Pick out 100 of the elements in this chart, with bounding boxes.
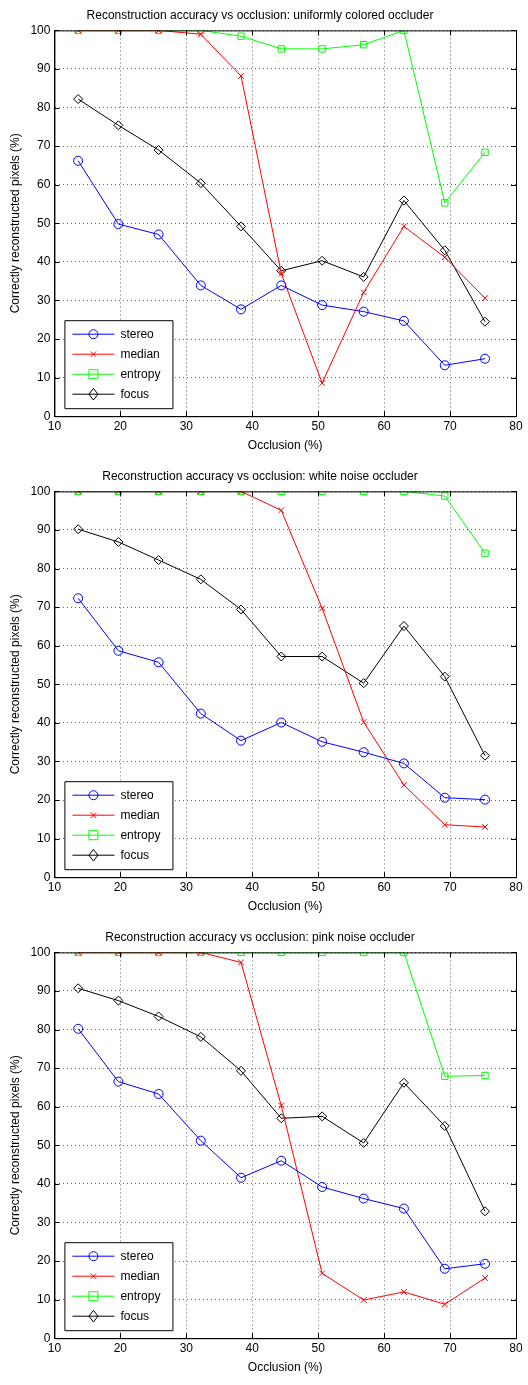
point xyxy=(73,983,84,994)
point xyxy=(236,735,247,746)
y-tick-label: 90 xyxy=(37,522,51,537)
point xyxy=(360,1296,368,1304)
point xyxy=(277,506,285,514)
point xyxy=(398,195,409,206)
point xyxy=(358,271,369,282)
y-tick-label: 10 xyxy=(37,830,51,845)
legend-label: focus xyxy=(120,847,150,862)
point xyxy=(439,1263,450,1274)
y-axis-title: Correctly reconstructed pixels (%) xyxy=(7,1055,22,1236)
x-tick-label: 60 xyxy=(377,418,392,433)
point xyxy=(481,148,489,156)
chart-title: Reconstruction accuracy vs occlusion: uniformly colored occluder xyxy=(86,7,434,22)
point xyxy=(441,1300,449,1308)
point xyxy=(277,45,285,53)
point xyxy=(236,304,247,315)
point xyxy=(153,1088,164,1099)
point xyxy=(398,1077,409,1088)
x-axis-title: Occlusion (%) xyxy=(247,438,323,453)
point xyxy=(73,593,84,604)
x-axis-title: Occlusion (%) xyxy=(247,899,323,914)
y-tick-label: 20 xyxy=(37,792,51,807)
point xyxy=(398,758,409,769)
point xyxy=(113,120,124,131)
point xyxy=(195,1135,206,1146)
point xyxy=(113,995,124,1006)
y-tick-label: 40 xyxy=(37,715,51,730)
x-tick-label: 80 xyxy=(509,1340,523,1355)
y-tick-label: 100 xyxy=(30,944,51,959)
point xyxy=(195,708,206,719)
x-tick-label: 60 xyxy=(377,879,392,894)
point xyxy=(358,306,369,317)
y-tick-label: 30 xyxy=(37,292,51,307)
legend-label: median xyxy=(120,1268,160,1283)
y-tick-label: 80 xyxy=(37,99,51,114)
point xyxy=(276,265,287,276)
point xyxy=(317,736,328,747)
point xyxy=(441,253,449,261)
x-tick-label: 50 xyxy=(311,879,326,894)
point xyxy=(276,717,287,728)
point xyxy=(317,255,328,266)
x-tick-label: 30 xyxy=(179,879,194,894)
y-tick-label: 50 xyxy=(37,1137,51,1152)
legend-label: stereo xyxy=(120,787,155,802)
point xyxy=(358,747,369,758)
point xyxy=(481,294,489,302)
point xyxy=(441,821,449,829)
y-tick-label: 40 xyxy=(37,1176,51,1191)
y-tick-label: 10 xyxy=(37,369,51,384)
x-tick-label: 50 xyxy=(311,418,326,433)
point xyxy=(481,549,489,557)
point xyxy=(73,94,84,105)
x-tick-label: 70 xyxy=(443,1340,458,1355)
point xyxy=(480,353,491,364)
point xyxy=(398,621,409,632)
point xyxy=(113,1076,124,1087)
point xyxy=(73,1023,84,1034)
y-tick-label: 20 xyxy=(37,1253,51,1268)
point xyxy=(153,145,164,155)
point xyxy=(439,245,450,256)
point xyxy=(360,718,368,726)
legend-label: median xyxy=(120,346,160,361)
point xyxy=(276,1113,287,1124)
point xyxy=(439,671,450,682)
point xyxy=(276,651,287,662)
x-tick-label: 30 xyxy=(179,1340,194,1355)
chart-title: Reconstruction accuracy vs occlusion: white noise occluder xyxy=(102,468,418,483)
point xyxy=(358,1137,369,1148)
x-tick-label: 40 xyxy=(245,1340,260,1355)
x-tick-label: 70 xyxy=(443,879,458,894)
point xyxy=(73,524,84,535)
point xyxy=(236,1172,247,1183)
point xyxy=(400,781,408,789)
y-tick-label: 80 xyxy=(37,560,51,575)
point xyxy=(195,1031,206,1042)
legend-label: entropy xyxy=(120,1288,161,1303)
legend-label: entropy xyxy=(120,366,161,381)
point xyxy=(480,794,491,805)
x-tick-label: 20 xyxy=(113,879,128,894)
legend-label: median xyxy=(120,807,160,822)
point xyxy=(277,1102,285,1109)
point xyxy=(480,1206,491,1217)
y-tick-label: 40 xyxy=(37,254,51,269)
y-tick-label: 100 xyxy=(30,22,51,37)
point xyxy=(317,1181,328,1192)
point xyxy=(439,360,450,371)
point xyxy=(113,645,124,656)
point xyxy=(153,229,164,240)
y-tick-label: 20 xyxy=(37,331,51,346)
y-tick-label: 70 xyxy=(37,599,51,614)
y-axis-title: Correctly reconstructed pixels (%) xyxy=(7,133,22,314)
point xyxy=(480,750,491,761)
point xyxy=(113,536,124,547)
x-tick-label: 70 xyxy=(443,418,458,433)
legend-label: focus xyxy=(120,386,150,401)
point xyxy=(236,221,247,232)
x-axis-title: Occlusion (%) xyxy=(247,1360,323,1375)
y-tick-label: 70 xyxy=(37,1060,51,1075)
point xyxy=(153,1011,164,1022)
